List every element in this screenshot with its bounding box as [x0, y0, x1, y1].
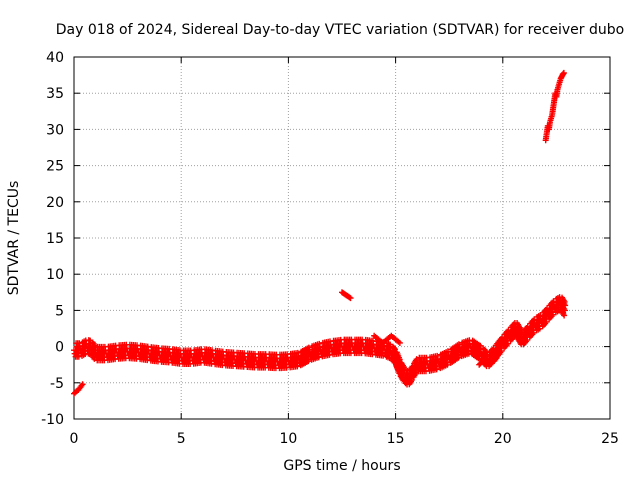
- data-point: [444, 348, 451, 355]
- data-point: [304, 355, 311, 362]
- data-point: [76, 340, 83, 347]
- data-point: [479, 358, 486, 365]
- y-tick-label: 40: [46, 50, 64, 66]
- data-point: [347, 295, 354, 302]
- data-point: [455, 354, 462, 361]
- data-point: [380, 346, 387, 353]
- data-point: [455, 341, 462, 348]
- data-point: [432, 363, 439, 370]
- data-point: [560, 70, 567, 77]
- y-axis-label: SDTVAR / TECUs: [6, 181, 22, 296]
- y-tick-label: 20: [46, 195, 64, 211]
- y-tick-label: 0: [55, 340, 64, 356]
- data-point: [454, 351, 461, 358]
- data-point: [492, 356, 499, 363]
- data-point: [392, 346, 399, 353]
- y-tick-label: 15: [46, 231, 64, 247]
- data-point: [555, 84, 562, 91]
- y-tick-label: 5: [55, 303, 64, 319]
- data-point: [560, 309, 567, 316]
- data-markers: [71, 69, 569, 397]
- data-point: [557, 77, 564, 84]
- data-point: [390, 344, 397, 351]
- x-tick-label: 25: [601, 431, 619, 447]
- data-point: [546, 120, 553, 127]
- data-point: [315, 354, 322, 361]
- data-point: [548, 113, 555, 120]
- data-point: [75, 353, 82, 360]
- data-point: [561, 312, 568, 319]
- data-point: [74, 350, 81, 357]
- data-point: [561, 305, 568, 312]
- grid: [74, 57, 610, 419]
- y-tick-label: -10: [41, 412, 64, 428]
- data-point: [305, 344, 312, 351]
- y-tick-label: 30: [46, 122, 64, 138]
- data-point: [489, 357, 496, 364]
- x-tick-label: 15: [387, 431, 405, 447]
- y-tick-label: 25: [46, 159, 64, 175]
- data-point: [346, 294, 353, 301]
- data-point: [561, 298, 568, 305]
- x-axis-label: GPS time / hours: [283, 458, 400, 474]
- data-point: [395, 338, 402, 345]
- data-point: [444, 361, 451, 368]
- x-tick-label: 5: [177, 431, 186, 447]
- data-point: [443, 358, 450, 365]
- data-point: [396, 356, 403, 363]
- x-tick-label: 10: [279, 431, 297, 447]
- data-point: [293, 360, 300, 367]
- axis-ticks: 0 5 10 15 20 25 -10 -5 0 5 10 15 20 25 30 35 40: [41, 50, 619, 447]
- chart-title: Day 018 of 2024, Sidereal Day-to-day VTE…: [56, 22, 624, 38]
- data-point: [434, 352, 441, 359]
- data-point: [305, 358, 312, 365]
- y-tick-label: 35: [46, 86, 64, 102]
- data-point: [294, 363, 301, 370]
- data-point: [554, 88, 561, 95]
- data-point: [556, 81, 563, 88]
- x-tick-label: 0: [70, 431, 79, 447]
- data-point: [433, 366, 440, 373]
- y-tick-label: 10: [46, 267, 64, 283]
- data-point: [294, 349, 301, 356]
- data-point: [314, 351, 321, 358]
- y-tick-label: -5: [50, 376, 64, 392]
- x-tick-label: 20: [494, 431, 512, 447]
- data-point: [78, 382, 85, 389]
- data-point: [379, 349, 386, 356]
- data-point: [316, 340, 323, 347]
